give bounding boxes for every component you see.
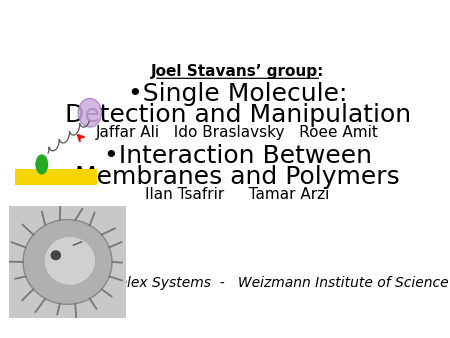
Text: Membranes and Polymers: Membranes and Polymers: [75, 165, 400, 189]
Text: Physics of Complex Systems  -   Weizmann Institute of Science: Physics of Complex Systems - Weizmann In…: [13, 275, 449, 290]
Circle shape: [50, 250, 61, 260]
Circle shape: [23, 220, 112, 304]
Ellipse shape: [35, 154, 48, 174]
Text: Jaffar Ali   Ido Braslavsky   Roee Amit: Jaffar Ali Ido Braslavsky Roee Amit: [96, 125, 379, 140]
Text: Ilan Tsafrir     Tamar Arzi: Ilan Tsafrir Tamar Arzi: [145, 187, 330, 202]
Circle shape: [78, 98, 101, 127]
Circle shape: [44, 236, 95, 285]
Bar: [15, 169, 97, 185]
Text: •Single Molecule:: •Single Molecule:: [128, 82, 347, 106]
Text: Joel Stavans’ group:: Joel Stavans’ group:: [151, 64, 324, 79]
Text: Detection and Manipulation: Detection and Manipulation: [64, 103, 411, 127]
Text: •Interaction Between: •Interaction Between: [104, 144, 372, 168]
